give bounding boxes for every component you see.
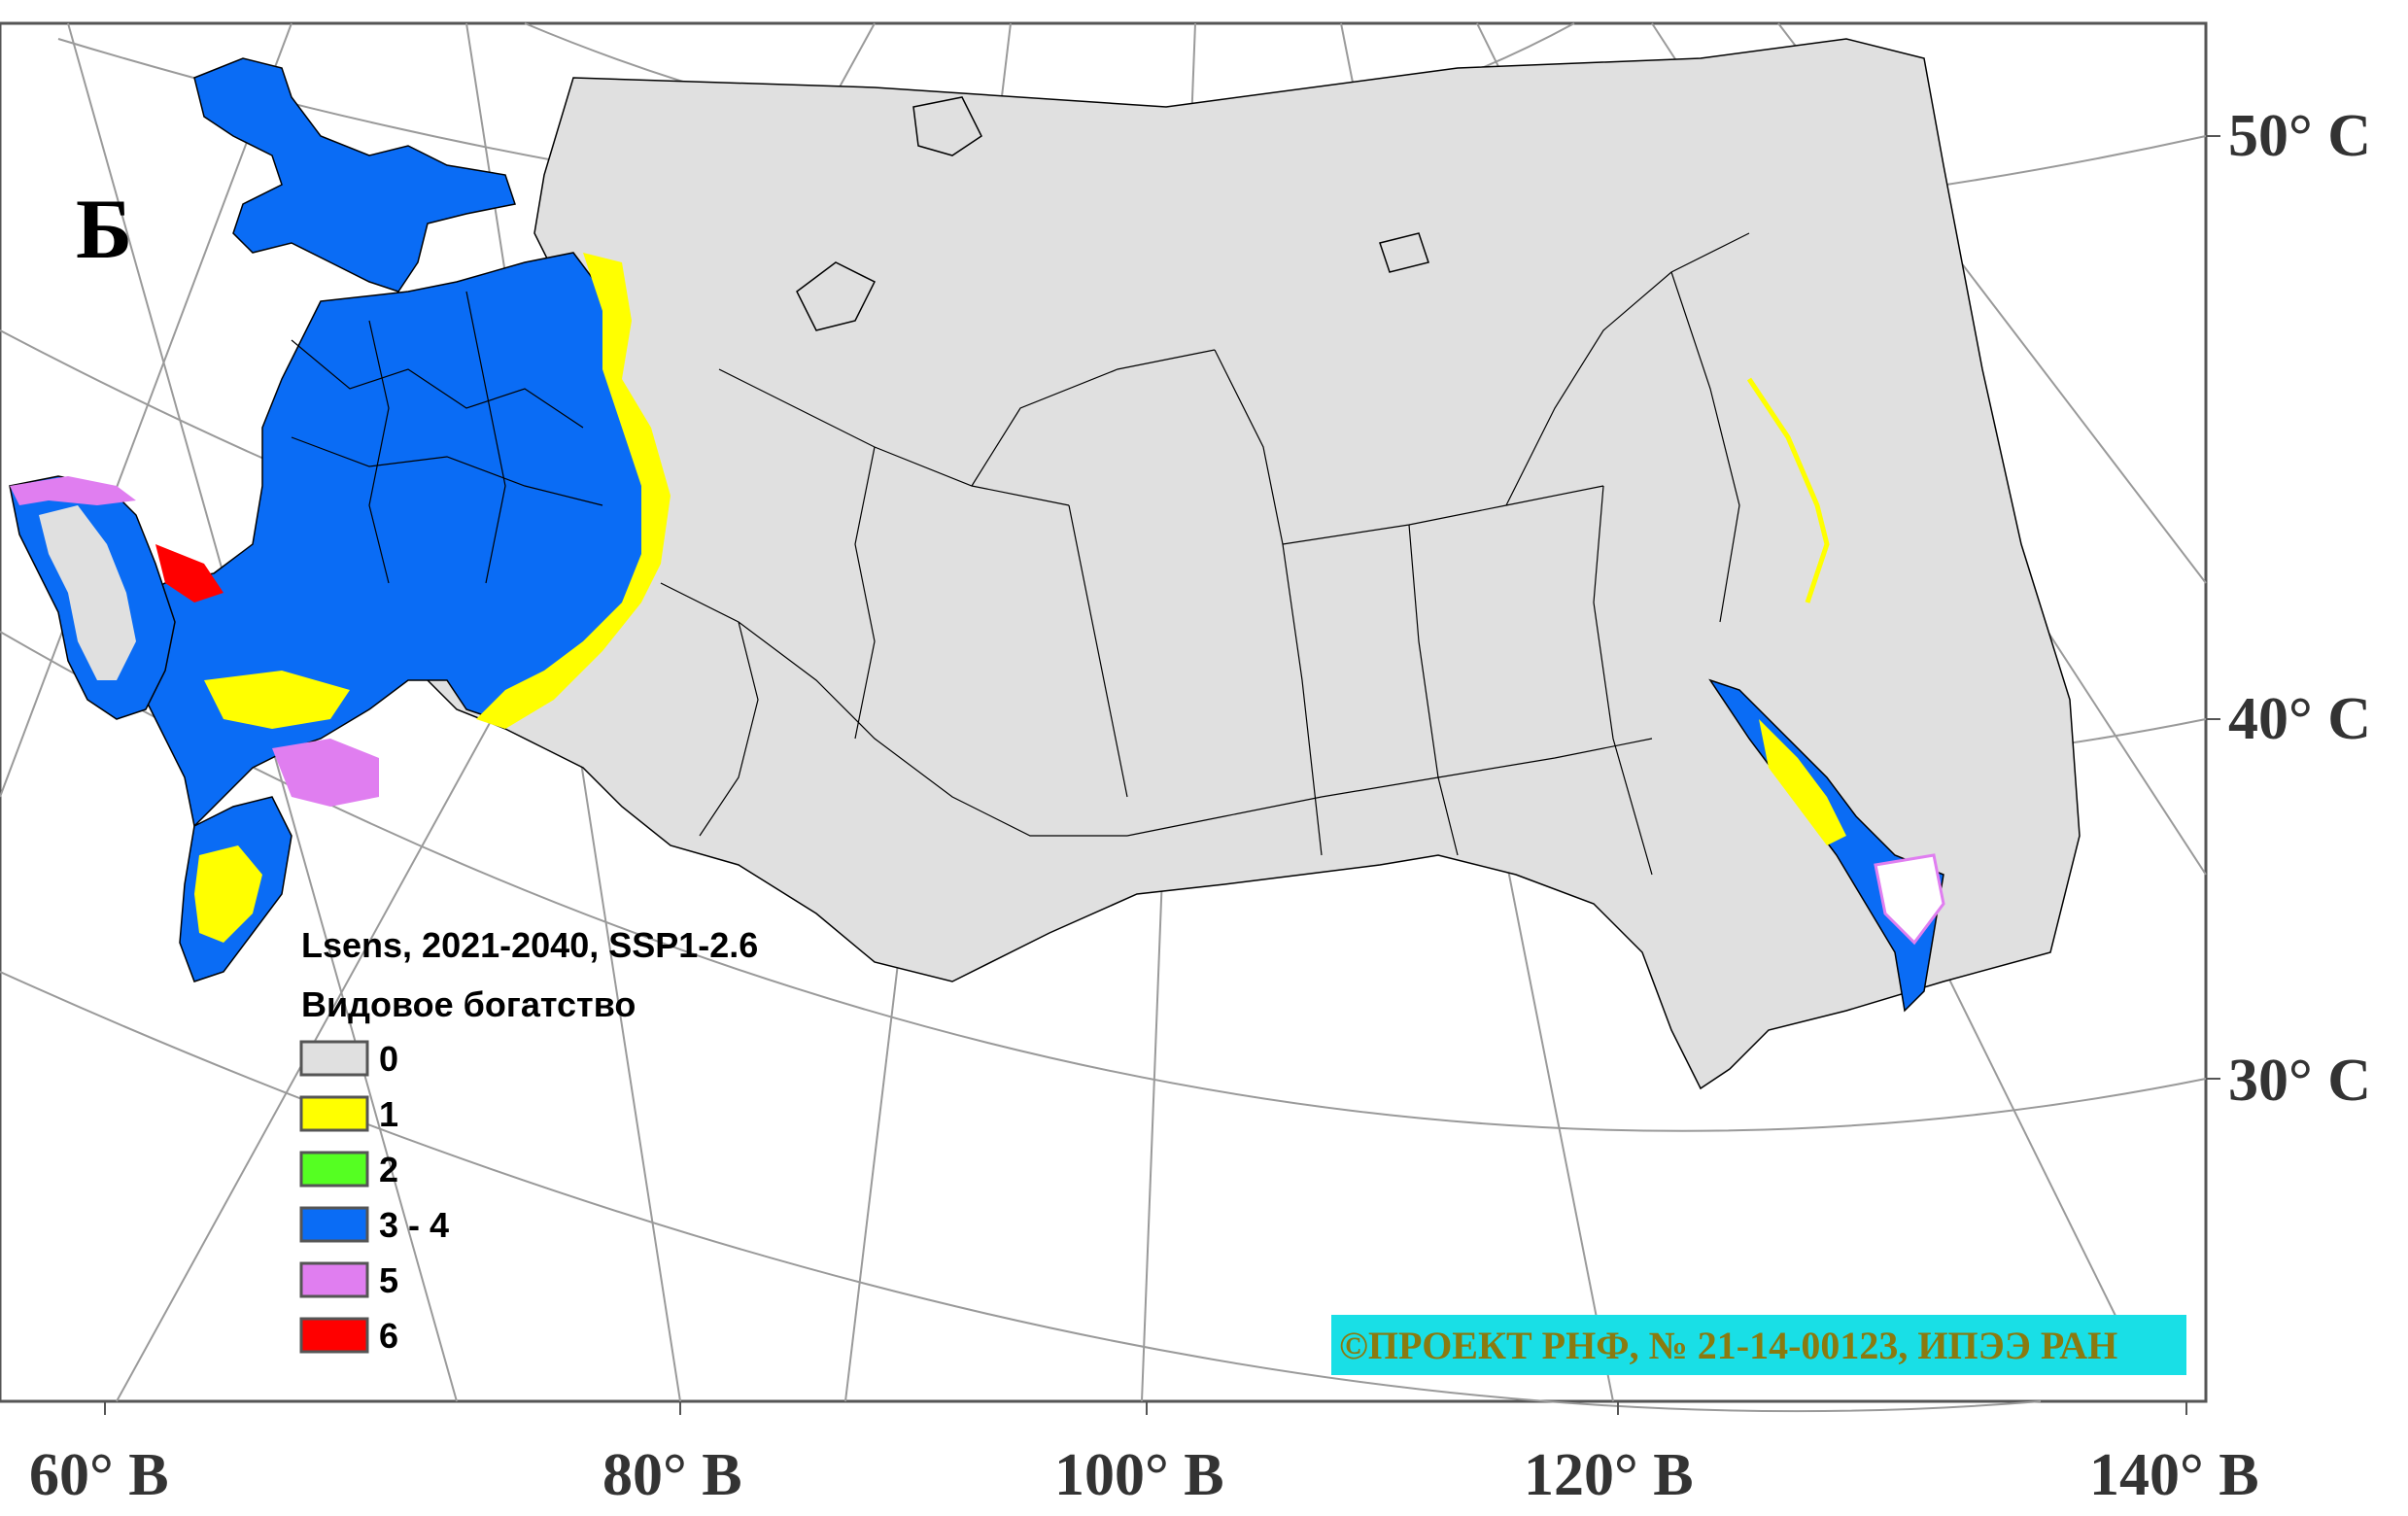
legend-label-2: 2	[379, 1150, 398, 1189]
credit-text: ©ПРОЕКТ РНФ, № 21-14-00123, ИПЭЭ РАН	[1339, 1324, 2117, 1367]
south-patch-magenta	[272, 739, 379, 807]
lon-axis: 60° В 80° В 100° В 120° В 140° В	[29, 1401, 2259, 1508]
south-patch-yellow	[194, 845, 262, 943]
lat-axis: 50° С 40° С 30° С	[2206, 103, 2371, 1114]
region-border	[1408, 524, 1459, 856]
legend-swatch-2	[299, 1151, 369, 1188]
legend-title-richness: Видовое богатство	[301, 984, 636, 1024]
legend-label-4: 5	[379, 1260, 398, 1300]
legend-swatch-1	[299, 1095, 369, 1132]
legend-items: 0 1 2 3 - 4 5 6	[299, 1039, 449, 1356]
region-border	[1505, 232, 1750, 506]
far-east-white-inlet	[1874, 853, 1945, 946]
legend-swatch-3	[299, 1206, 369, 1243]
legend-label-5: 6	[379, 1316, 398, 1356]
region-border	[1593, 485, 1653, 876]
southwest-red	[155, 544, 224, 603]
legend-label-1: 1	[379, 1094, 398, 1134]
legend-title-model: Lsens, 2021-2040, SSP1-2.6	[301, 925, 758, 965]
severnaya-zemlya-island	[912, 96, 982, 156]
region-borders	[291, 232, 1750, 876]
region-border	[1068, 504, 1128, 798]
legend-swatch-5	[299, 1317, 369, 1354]
south-yellow-belt	[204, 671, 350, 729]
region-border	[854, 446, 876, 740]
lon-label-80: 80° В	[602, 1442, 742, 1508]
region-border	[368, 320, 390, 584]
region-border	[971, 349, 1216, 487]
lon-label-60: 60° В	[29, 1442, 169, 1508]
scandinavia-blue	[193, 57, 516, 293]
graticule-parallel	[0, 631, 2207, 1132]
legend-label-0: 0	[379, 1039, 398, 1079]
southwest-inner-grey	[39, 505, 136, 680]
lon-label-100: 100° В	[1054, 1442, 1224, 1508]
region-border	[465, 291, 506, 584]
arctic-islands	[796, 96, 1429, 331]
credit-box	[1331, 1315, 2186, 1375]
region-border	[1126, 738, 1653, 837]
panel-letter: Б	[76, 183, 132, 277]
region-border	[291, 436, 603, 506]
east-coast-yellow-line	[1746, 377, 1830, 603]
far-east-yellow	[1759, 719, 1846, 845]
region-border	[1282, 485, 1604, 545]
lon-label-120: 120° В	[1524, 1442, 1694, 1508]
region-border	[1670, 271, 1740, 623]
lat-label-40: 40° С	[2228, 686, 2371, 752]
region-border	[699, 621, 759, 837]
lon-label-140: 140° В	[2089, 1442, 2259, 1508]
yellow-fringe-east	[476, 253, 671, 729]
novaya-zemlya-island	[796, 261, 877, 331]
graticule-meridian	[0, 22, 292, 798]
legend-label-3: 3 - 4	[379, 1205, 449, 1245]
legend: Lsens, 2021-2040, SSP1-2.6 Видовое богат…	[299, 925, 758, 1356]
lat-label-30: 30° С	[2228, 1048, 2371, 1114]
region-border	[291, 339, 584, 429]
legend-swatch-0	[299, 1040, 369, 1077]
lat-label-50: 50° С	[2228, 103, 2371, 169]
new-siberian-island	[1379, 232, 1429, 273]
southwest-magenta	[10, 476, 136, 505]
legend-swatch-4	[299, 1261, 369, 1298]
